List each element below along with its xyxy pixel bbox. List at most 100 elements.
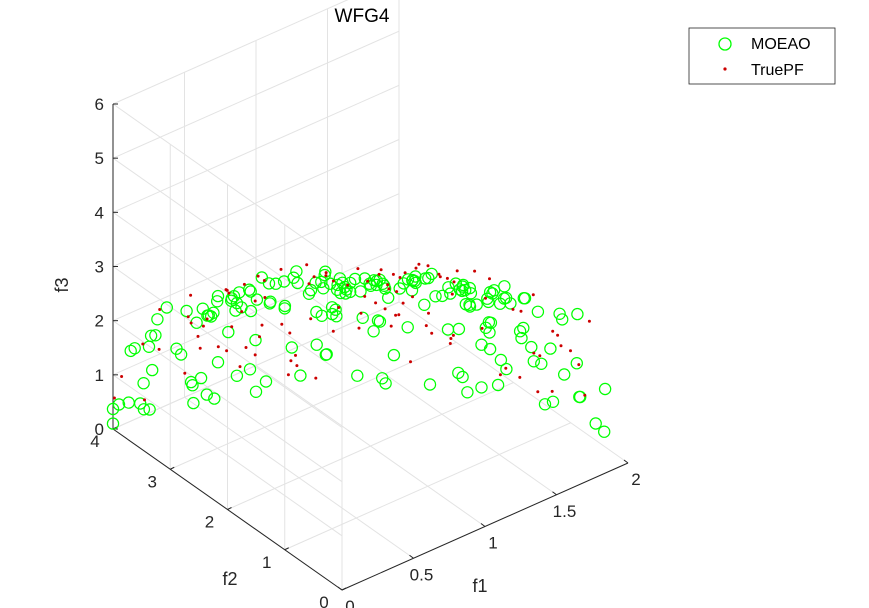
truepf-point (556, 333, 560, 337)
wall-grid-line (112, 266, 343, 428)
moeao-point (320, 348, 333, 361)
moeao-point (436, 289, 449, 303)
moeao-point (310, 305, 323, 319)
truepf-point (356, 267, 360, 271)
x-tick-mark (409, 554, 414, 559)
moeao-point (277, 275, 291, 288)
truepf-point (445, 276, 449, 280)
truepf-point (569, 349, 572, 353)
truepf-point (531, 293, 535, 297)
x-tick-label: 0.5 (410, 565, 434, 584)
moeao-point (461, 386, 474, 399)
moeao-point (558, 368, 571, 381)
truepf-point (583, 393, 587, 397)
truepf-point (143, 398, 146, 402)
moeao-point (249, 333, 262, 347)
truepf-point (337, 306, 341, 309)
moeao-point (143, 403, 156, 416)
moeao-point (331, 278, 344, 292)
moeao-point (363, 277, 376, 290)
moeao-point (571, 307, 584, 321)
moeao-point (475, 338, 488, 351)
truepf-point (498, 373, 502, 377)
z-tick-label: 4 (95, 203, 104, 222)
moeao-point (204, 310, 218, 323)
truepf-point (438, 275, 442, 279)
moeao-point (598, 425, 611, 438)
wall-grid-line (112, 84, 400, 213)
truepf-point (504, 366, 508, 370)
moeao-point (351, 369, 364, 382)
moeao-point (456, 370, 469, 384)
moeao-point (354, 285, 367, 298)
moeao-point (475, 381, 488, 394)
moeao-point (211, 289, 225, 303)
truepf-point (437, 272, 441, 276)
moeao-point (379, 377, 392, 390)
moeao-point (106, 417, 120, 430)
truepf-point (577, 363, 581, 367)
moeao-point (338, 280, 351, 294)
truepf-point (312, 275, 316, 279)
x-tick-label: 1.5 (553, 502, 577, 521)
truepf-point (295, 364, 299, 368)
truepf-point (374, 301, 378, 305)
legend: MOEAO TruePF (688, 27, 836, 85)
wall-grid-line (112, 193, 400, 322)
moeao-point (124, 344, 137, 358)
truepf-point (448, 342, 452, 345)
truepf-point (536, 390, 540, 394)
legend-label-moeao: MOEAO (751, 36, 811, 53)
moeao-point (230, 369, 244, 382)
truepf-point (346, 283, 350, 287)
moeao-point (463, 281, 476, 295)
truepf-point (450, 292, 454, 296)
truepf-point (455, 269, 459, 273)
y-tick-mark (341, 587, 347, 591)
truepf-point (430, 331, 434, 335)
moeao-point (494, 353, 508, 367)
truepf-point (424, 324, 428, 328)
legend-marker-moeao (718, 37, 732, 51)
moeao-point (570, 357, 584, 370)
moeao-point (373, 315, 387, 328)
wall-grid-line (112, 320, 343, 483)
legend-marker-truepf (723, 67, 727, 71)
moeao-point (144, 329, 158, 342)
truepf-point (488, 277, 491, 281)
moeao-point (285, 341, 298, 354)
truepf-point (238, 365, 242, 369)
truepf-point (205, 317, 209, 321)
truepf-point (240, 310, 244, 314)
x-tick-mark (480, 523, 486, 527)
z-tick-label: 1 (95, 366, 104, 385)
truepf-point (289, 359, 293, 363)
moeao-point (371, 314, 385, 327)
moeao-point (330, 310, 343, 323)
moeao-point (441, 323, 455, 336)
moeao-point (348, 272, 362, 286)
x-tick-label: 1 (488, 534, 497, 553)
legend-label-truepf: TruePF (751, 62, 804, 79)
truepf-point (366, 279, 370, 283)
moeao-point (515, 331, 528, 345)
moeao-point (500, 362, 513, 376)
moeao-point (531, 305, 545, 318)
moeao-point (208, 392, 221, 405)
x-tick-mark (623, 459, 629, 464)
moeao-point (222, 325, 235, 339)
moeao-point (180, 304, 193, 318)
truepf-point (189, 293, 193, 297)
moeao-point (318, 268, 331, 282)
wall-grid-line (112, 103, 343, 266)
y-tick-label: 4 (90, 432, 99, 451)
truepf-point (260, 323, 264, 327)
moeao-point (329, 303, 342, 316)
moeao-point (302, 287, 316, 300)
moeao-point (325, 301, 339, 314)
moeao-point (356, 311, 369, 324)
truepf-point (550, 389, 554, 393)
legend-box (688, 27, 836, 85)
axes-lines (112, 103, 629, 591)
truepf-point (452, 280, 456, 284)
